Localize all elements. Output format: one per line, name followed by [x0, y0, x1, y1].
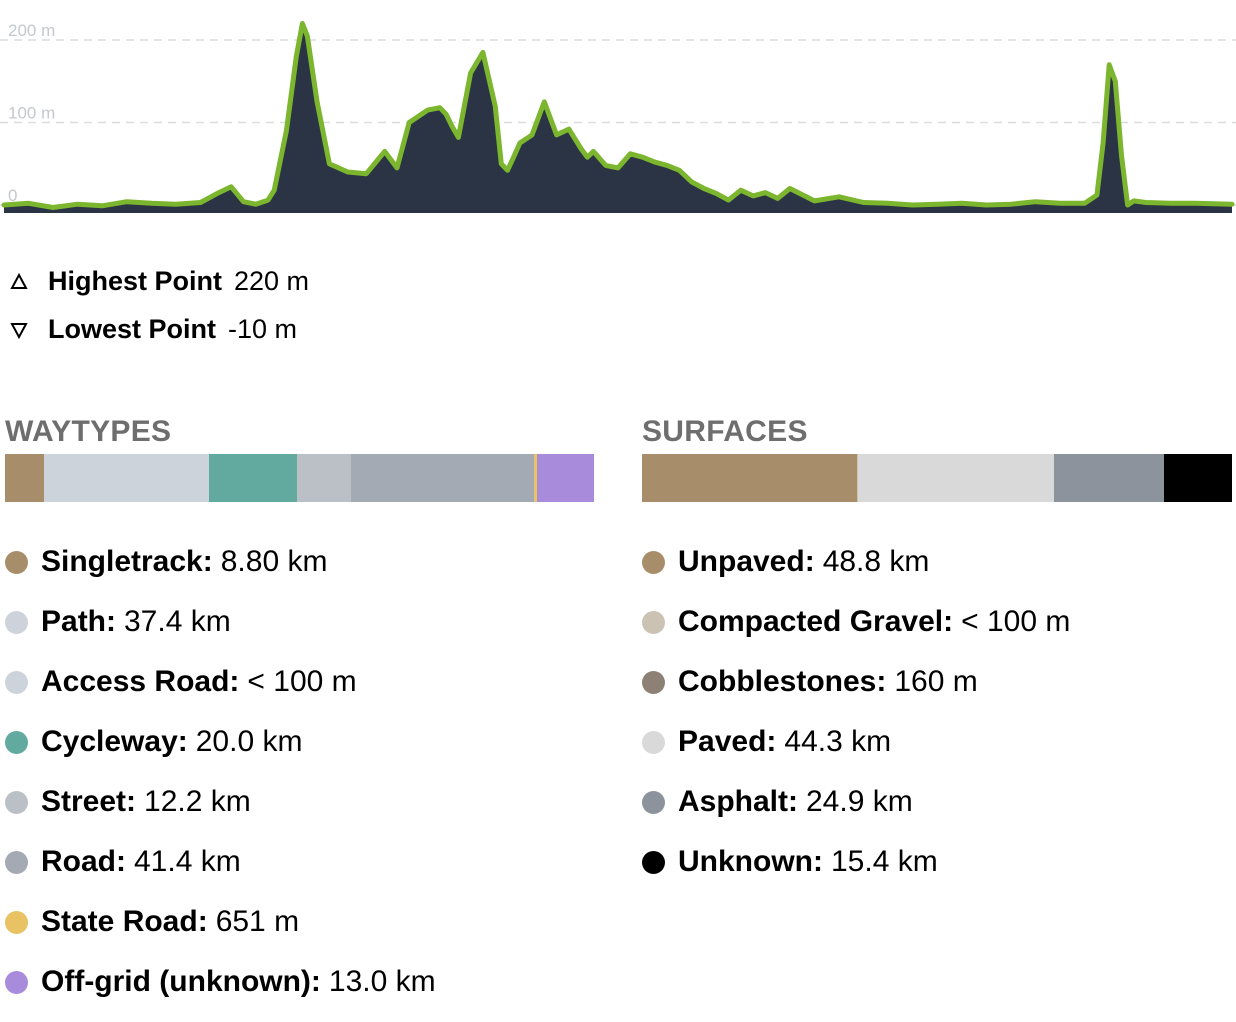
surfaces-legend-value: 15.4 km	[830, 845, 938, 878]
surfaces-legend-item: Asphalt: 24.9 km	[642, 772, 1070, 832]
waytypes-legend-item: Singletrack: 8.80 km	[5, 532, 436, 592]
surfaces-bar-segment	[642, 454, 858, 502]
waytypes-legend-value: 41.4 km	[134, 845, 241, 878]
surfaces-title: SURFACES	[642, 415, 808, 448]
waytypes-legend-item: Access Road: < 100 m	[5, 652, 436, 712]
waytypes-legend-item: Off-grid (unknown): 13.0 km	[5, 952, 436, 1012]
surfaces-legend-name: Unknown:	[678, 845, 823, 878]
waytypes-legend-item: Cycleway: 20.0 km	[5, 712, 436, 772]
surfaces-bar-segment	[857, 454, 859, 502]
color-dot-icon	[642, 790, 665, 814]
lowest-point-stat: Lowest Point -10 m	[10, 314, 297, 345]
y-tick-label: 0	[8, 186, 17, 205]
surfaces-section: SURFACES Unpaved: 48.8 km Compacted Gravel…	[642, 412, 1232, 878]
surfaces-bar-segment	[1163, 454, 1232, 502]
color-dot-icon	[5, 970, 28, 994]
lowest-point-label: Lowest Point	[48, 314, 216, 344]
surfaces-legend-value: 48.8 km	[822, 545, 930, 578]
lowest-point-value: -10 m	[228, 314, 298, 344]
waytypes-legend-value: 12.2 km	[144, 785, 251, 818]
surfaces-legend-name: Unpaved:	[678, 545, 815, 578]
waytypes-bar-segment	[209, 454, 298, 502]
waytypes-legend-value: 651 m	[215, 905, 300, 938]
waytypes-legend-name: Road:	[41, 845, 126, 878]
waytypes-bar-segment	[5, 454, 44, 502]
waytypes-legend-name: Street:	[41, 785, 137, 818]
color-dot-icon	[642, 670, 665, 694]
color-dot-icon	[5, 670, 28, 694]
waytypes-legend-name: Path:	[41, 605, 116, 638]
surfaces-legend-name: Asphalt:	[678, 785, 798, 818]
elevation-line	[1, 21, 1235, 210]
elevation-profile-chart: 0 100 m 200 m	[0, 21, 1236, 213]
waytypes-bar-segment	[297, 454, 352, 502]
triangle-down-icon	[10, 322, 28, 339]
surfaces-legend-item: Paved: 44.3 km	[642, 712, 1070, 772]
y-tick-label: 100 m	[8, 104, 55, 123]
highest-point-value: 220 m	[234, 266, 310, 296]
waytypes-legend-value: 20.0 km	[195, 725, 303, 758]
surfaces-legend-name: Paved:	[678, 725, 777, 758]
waytypes-title: WAYTYPES	[5, 415, 172, 448]
waytypes-legend-item: State Road: 651 m	[5, 892, 436, 952]
waytypes-bar	[5, 454, 594, 502]
waytypes-legend-name: Access Road:	[41, 665, 240, 698]
waytypes-legend-name: State Road:	[41, 905, 208, 938]
waytypes-section: WAYTYPES Singletrack: 8.80 km Path: 37.4 km…	[5, 412, 594, 998]
waytypes-bar-segment	[533, 454, 537, 502]
surfaces-legend-value: < 100 m	[961, 605, 1071, 638]
waytypes-legend-name: Cycleway:	[41, 725, 188, 758]
waytypes-legend-item: Street: 12.2 km	[5, 772, 436, 832]
waytypes-legend-value: < 100 m	[247, 665, 357, 698]
highest-point-label: Highest Point	[48, 266, 222, 296]
y-tick-label: 200 m	[8, 21, 55, 40]
surfaces-legend-value: 44.3 km	[784, 725, 892, 758]
color-dot-icon	[5, 910, 28, 934]
waytypes-legend-value: 37.4 km	[124, 605, 231, 638]
waytypes-legend-item: Road: 41.4 km	[5, 832, 436, 892]
surfaces-legend-item: Unpaved: 48.8 km	[642, 532, 1070, 592]
surfaces-bar	[642, 454, 1232, 502]
highest-point-stat: Highest Point 220 m	[10, 266, 309, 297]
color-dot-icon	[642, 730, 665, 754]
surfaces-legend-value: 160 m	[894, 665, 978, 698]
surfaces-legend-item: Cobblestones: 160 m	[642, 652, 1070, 712]
waytypes-legend-name: Singletrack:	[41, 545, 213, 578]
waytypes-legend-name: Off-grid (unknown):	[41, 965, 321, 998]
waytypes-bar-segment	[351, 454, 534, 502]
waytypes-legend: Singletrack: 8.80 km Path: 37.4 km Access Ro…	[5, 532, 436, 1012]
surfaces-legend-name: Cobblestones:	[678, 665, 887, 698]
color-dot-icon	[642, 550, 665, 574]
color-dot-icon	[5, 550, 28, 574]
color-dot-icon	[5, 790, 28, 814]
waytypes-legend-value: 8.80 km	[220, 545, 328, 578]
surfaces-legend-item: Unknown: 15.4 km	[642, 832, 1070, 892]
color-dot-icon	[5, 610, 28, 634]
color-dot-icon	[642, 850, 665, 874]
waytypes-legend-value: 13.0 km	[328, 965, 436, 998]
surfaces-legend-value: 24.9 km	[806, 785, 913, 818]
waytypes-legend-item: Path: 37.4 km	[5, 592, 436, 652]
color-dot-icon	[5, 850, 28, 874]
surfaces-bar-segment	[858, 454, 1055, 502]
surfaces-legend-name: Compacted Gravel:	[678, 605, 954, 638]
color-dot-icon	[5, 730, 28, 754]
surfaces-bar-segment	[1054, 454, 1164, 502]
elevation-area	[4, 23, 1232, 213]
triangle-up-icon	[10, 272, 28, 289]
color-dot-icon	[642, 610, 665, 634]
waytypes-bar-segment	[536, 454, 594, 502]
waytypes-bar-segment	[43, 454, 209, 502]
surfaces-legend-item: Compacted Gravel: < 100 m	[642, 592, 1070, 652]
